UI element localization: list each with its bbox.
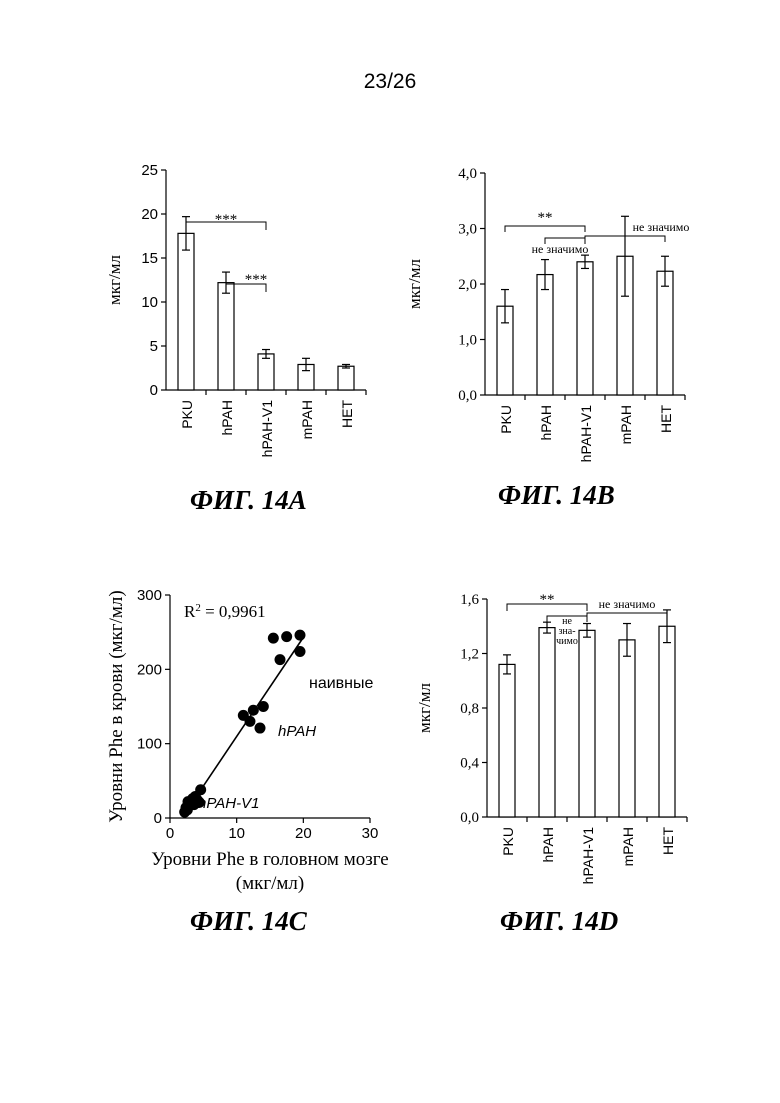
data-point — [248, 705, 259, 716]
chart-14c: 0 100 200 300 0 10 20 30 R2 = 0,9961 наивные hPAH h… — [80, 570, 400, 900]
data-point — [295, 646, 306, 657]
significance-label: не значимо — [633, 220, 690, 234]
category-label: mPAH — [620, 827, 636, 866]
bar — [258, 354, 274, 390]
significance-label: не значимо — [599, 597, 656, 611]
x-tick-label: 30 — [362, 825, 379, 842]
y-tick-label: 0,0 — [458, 388, 477, 404]
data-point — [183, 796, 194, 807]
x-tick-label: 20 — [295, 825, 312, 842]
significance-label: *** — [215, 212, 238, 228]
y-tick-label: 1,2 — [460, 647, 479, 663]
bar — [619, 640, 635, 817]
y-tick-label: 5 — [150, 338, 158, 355]
data-point — [255, 723, 266, 734]
bar — [537, 275, 553, 395]
y-axis-label: мкг/мл — [105, 255, 124, 305]
category-label: hPAH-V1 — [259, 400, 275, 458]
y-axis-label: мкг/мл — [405, 259, 424, 309]
category-label: НЕТ — [658, 405, 674, 433]
chart-14b: 0,0 1,0 2,0 3,0 4,0 PKU hPAH hPAH-V1 mPAH НЕТ мкг/… — [400, 150, 720, 470]
page-number: 23/26 — [0, 70, 780, 94]
y-tick-label: 15 — [141, 250, 158, 267]
caption-14b: ФИГ. 14B — [498, 480, 615, 511]
group-label-naive: наивные — [309, 675, 374, 692]
category-label: hPAH-V1 — [580, 827, 596, 885]
r-squared-label: R2 = 0,9961 — [184, 602, 266, 621]
category-label: PKU — [179, 400, 195, 429]
significance-bracket — [587, 613, 667, 620]
bar — [577, 262, 593, 395]
bar — [178, 233, 194, 390]
x-tick-label: 10 — [228, 825, 245, 842]
y-axis-label: Уровни Phe в крови (мкг/мл) — [106, 590, 127, 822]
y-tick-label: 0,8 — [460, 701, 479, 717]
data-point — [295, 630, 306, 641]
y-tick-label: 200 — [137, 661, 162, 678]
data-point — [281, 631, 292, 642]
category-label: mPAH — [618, 405, 634, 444]
bar — [579, 630, 595, 817]
data-point — [258, 701, 269, 712]
chart-14a: 0 5 10 15 20 25 PKU hPAH hPAH-V1 mPAH НЕТ мкг/мл ***… — [100, 150, 400, 470]
category-label: hPAH-V1 — [578, 405, 594, 463]
category-label: hPAH — [538, 405, 554, 441]
category-label: hPAH — [219, 400, 235, 436]
caption-14a: ФИГ. 14A — [190, 485, 307, 516]
y-tick-label: 0,4 — [460, 756, 479, 772]
y-tick-label: 0 — [154, 810, 162, 827]
category-label: НЕТ — [339, 400, 355, 428]
x-tick-label: 0 — [166, 825, 174, 842]
x-axis-label: Уровни Phe в головном мозге — [151, 849, 388, 870]
category-label: mPAH — [299, 400, 315, 439]
y-tick-label: 2,0 — [458, 277, 477, 293]
significance-label: *** — [245, 272, 268, 288]
y-tick-label: 1,6 — [460, 592, 479, 608]
y-tick-label: 0,0 — [460, 810, 479, 826]
y-tick-label: 100 — [137, 736, 162, 753]
chart-14d: 0,0 0,4 0,8 1,2 1,6 PKU hPAH hPAH-V1 mPAH НЕТ мкг/… — [410, 580, 720, 890]
category-label: PKU — [498, 405, 514, 434]
y-tick-label: 0 — [150, 382, 158, 399]
category-label: PKU — [500, 827, 516, 856]
bar — [338, 366, 354, 390]
bar — [539, 628, 555, 817]
data-point — [195, 784, 206, 795]
significance-bracket — [505, 226, 585, 232]
y-tick-label: 1,0 — [458, 333, 477, 349]
y-tick-label: 4,0 — [458, 166, 477, 182]
group-label-hpah: hPAH — [278, 723, 316, 740]
significance-label: не значимо — [532, 242, 589, 256]
y-tick-label: 3,0 — [458, 222, 477, 238]
category-label: НЕТ — [660, 827, 676, 855]
significance-label: ** — [540, 592, 555, 608]
y-tick-label: 10 — [141, 294, 158, 311]
group-label-hpah-v1: hPAH-V1 — [198, 795, 259, 812]
y-tick-label: 300 — [137, 587, 162, 604]
significance-label: чимо — [556, 636, 578, 647]
data-point — [275, 654, 286, 665]
data-point — [245, 716, 256, 727]
y-axis-label: мкг/мл — [415, 683, 434, 733]
y-tick-label: 20 — [141, 206, 158, 223]
caption-14c: ФИГ. 14C — [190, 906, 307, 937]
significance-label: ** — [538, 210, 553, 226]
bar — [499, 664, 515, 817]
bar — [657, 271, 673, 395]
y-tick-label: 25 — [141, 162, 158, 179]
data-point — [268, 633, 279, 644]
category-label: hPAH — [540, 827, 556, 863]
x-axis-label: (мкг/мл) — [236, 873, 305, 894]
bar — [218, 283, 234, 390]
bar — [659, 626, 675, 817]
caption-14d: ФИГ. 14D — [500, 906, 618, 937]
